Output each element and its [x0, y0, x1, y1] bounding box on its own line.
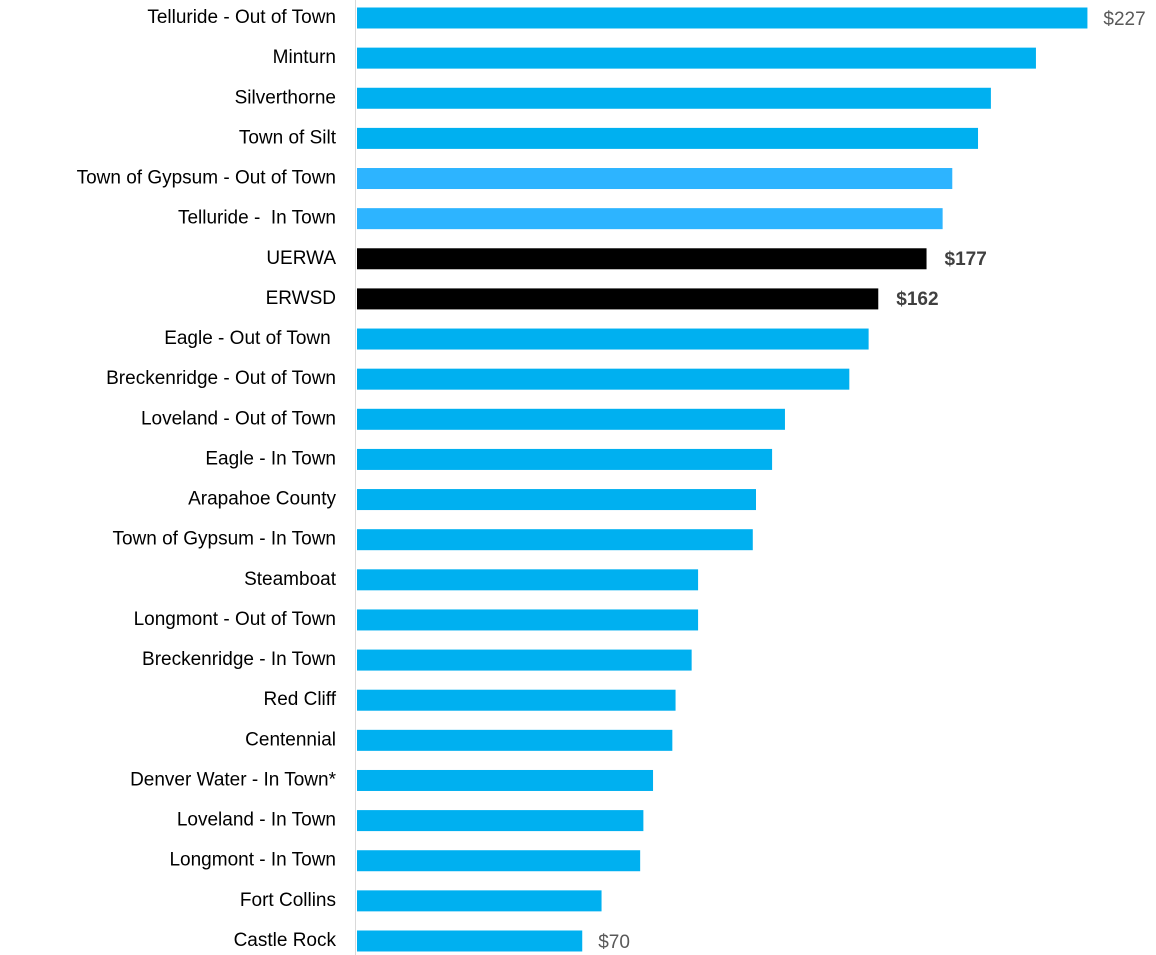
bar	[357, 288, 879, 310]
category-label: Fort Collins	[240, 890, 336, 911]
bar	[357, 609, 699, 631]
category-label: Castle Rock	[234, 930, 337, 951]
bar	[357, 769, 654, 791]
category-label: Longmont - In Town	[169, 850, 336, 871]
bar	[357, 810, 644, 832]
category-label: Red Cliff	[263, 689, 336, 710]
category-label: ERWSD	[266, 288, 336, 309]
category-label: Eagle - In Town	[205, 448, 336, 469]
bar	[357, 729, 673, 751]
category-label: Breckenridge - Out of Town	[106, 368, 336, 389]
category-label: Eagle - Out of Town	[164, 328, 336, 349]
category-label: Centennial	[245, 729, 336, 750]
bar	[357, 7, 1088, 29]
category-label: Denver Water - In Town*	[130, 769, 337, 790]
category-label: Breckenridge - In Town	[142, 649, 336, 670]
value-label: $162	[896, 289, 938, 310]
category-label: Telluride - Out of Town	[147, 7, 336, 28]
bar	[357, 408, 785, 430]
category-label: UERWA	[266, 248, 336, 269]
category-label: Silverthorne	[235, 87, 336, 108]
bar	[357, 890, 602, 912]
bar	[357, 248, 927, 270]
value-label: $177	[945, 249, 987, 270]
bar	[357, 930, 583, 952]
category-label: Longmont - Out of Town	[134, 609, 336, 630]
bar	[357, 529, 753, 551]
category-label: Town of Silt	[239, 127, 337, 148]
value-label: $227	[1103, 9, 1145, 30]
category-label: Loveland - Out of Town	[141, 408, 336, 429]
bar	[357, 87, 991, 109]
bar	[357, 649, 692, 671]
category-label: Town of Gypsum - Out of Town	[77, 168, 336, 189]
bar	[357, 569, 699, 591]
category-label: Arapahoe County	[188, 489, 336, 510]
value-label: $70	[598, 932, 630, 953]
bar	[357, 47, 1036, 69]
category-label: Town of Gypsum - In Town	[112, 529, 336, 550]
bar	[357, 368, 850, 390]
category-label: Loveland - In Town	[177, 810, 336, 831]
category-label: Steamboat	[244, 569, 337, 590]
bar	[357, 127, 979, 149]
bar	[357, 168, 953, 190]
category-label: Telluride - In Town	[178, 208, 336, 229]
bar	[357, 448, 773, 470]
bar	[357, 328, 869, 350]
bar	[357, 208, 943, 230]
bar	[357, 689, 676, 711]
bar	[357, 489, 756, 511]
bar	[357, 850, 641, 872]
category-label: Minturn	[273, 47, 336, 68]
